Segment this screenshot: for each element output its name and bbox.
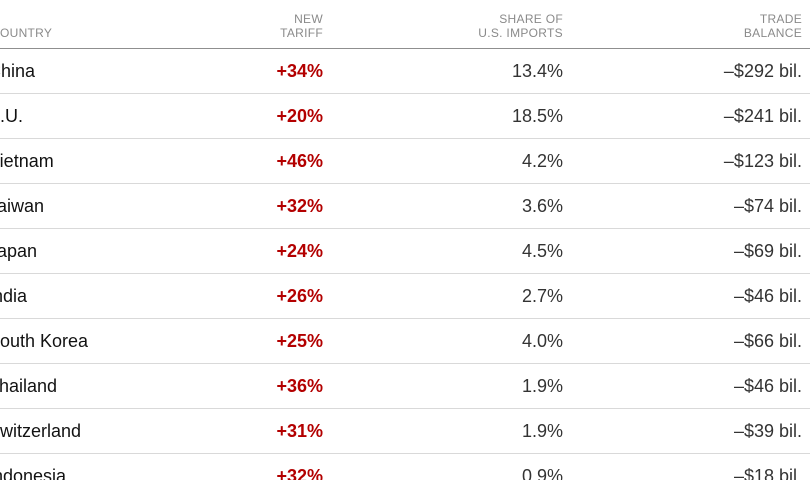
table-header: COUNTRY NEW TARIFF SHARE OF U.S. IMPORTS… <box>0 0 810 49</box>
table-row: Switzerland +31% 1.9% –$39 bil. <box>0 409 810 454</box>
share-cell: 4.0% <box>521 331 563 351</box>
country-cell: Vietnam <box>0 151 54 171</box>
header-share-of-imports: SHARE OF U.S. IMPORTS <box>478 12 563 40</box>
country-cell: China <box>0 61 36 81</box>
country-cell: Thailand <box>0 376 58 396</box>
table-row: E.U. +20% 18.5% –$241 bil. <box>0 94 810 139</box>
header-trade-balance: TRADE BALANCE <box>744 12 802 40</box>
share-cell: 4.5% <box>521 241 563 261</box>
balance-cell: –$39 bil. <box>733 421 802 441</box>
tariff-cell: +26% <box>276 286 323 306</box>
balance-cell: –$292 bil. <box>723 61 802 81</box>
tariff-cell: +34% <box>276 61 323 81</box>
country-cell: Indonesia <box>0 466 67 480</box>
table-row: India +26% 2.7% –$46 bil. <box>0 274 810 319</box>
share-cell: 13.4% <box>511 61 563 81</box>
header-share-line2: U.S. IMPORTS <box>478 26 563 40</box>
tariff-cell: +24% <box>276 241 323 261</box>
share-cell: 0.9% <box>521 466 563 480</box>
country-cell: E.U. <box>0 106 24 126</box>
tariff-cell: +25% <box>276 331 323 351</box>
balance-cell: –$18 bil. <box>733 466 802 480</box>
table-row: Taiwan +32% 3.6% –$74 bil. <box>0 184 810 229</box>
share-cell: 4.2% <box>521 151 563 171</box>
country-cell: Japan <box>0 241 38 261</box>
share-cell: 1.9% <box>521 421 563 441</box>
balance-cell: –$241 bil. <box>723 106 802 126</box>
tariff-cell: +36% <box>276 376 323 396</box>
share-cell: 3.6% <box>521 196 563 216</box>
header-share-line1: SHARE OF <box>499 12 563 26</box>
tariff-cell: +31% <box>276 421 323 441</box>
table-row: Vietnam +46% 4.2% –$123 bil. <box>0 139 810 184</box>
table-row: Thailand +36% 1.9% –$46 bil. <box>0 364 810 409</box>
tariff-cell: +46% <box>276 151 323 171</box>
balance-cell: –$123 bil. <box>723 151 802 171</box>
table-row: Indonesia +32% 0.9% –$18 bil. <box>0 454 810 480</box>
balance-cell: –$74 bil. <box>733 196 802 216</box>
balance-cell: –$46 bil. <box>733 376 802 396</box>
header-balance-line1: TRADE <box>759 12 802 26</box>
header-balance-line2: BALANCE <box>743 26 802 40</box>
table-row: Japan +24% 4.5% –$69 bil. <box>0 229 810 274</box>
tariff-cell: +32% <box>276 466 323 480</box>
tariff-cell: +20% <box>276 106 323 126</box>
country-cell: Switzerland <box>0 421 82 441</box>
header-country: COUNTRY <box>0 26 52 40</box>
country-cell: South Korea <box>0 331 89 351</box>
tariff-cell: +32% <box>276 196 323 216</box>
share-cell: 18.5% <box>511 106 563 126</box>
share-cell: 1.9% <box>521 376 563 396</box>
country-cell: India <box>0 286 28 306</box>
table-row: South Korea +25% 4.0% –$66 bil. <box>0 319 810 364</box>
balance-cell: –$69 bil. <box>733 241 802 261</box>
header-tariff-line1: NEW <box>294 12 323 26</box>
share-cell: 2.7% <box>521 286 563 306</box>
header-tariff-line2: TARIFF <box>280 26 323 40</box>
country-cell: Taiwan <box>0 196 45 216</box>
table-body: China +34% 13.4% –$292 bil. E.U. +20% 18… <box>0 49 810 480</box>
table-row: China +34% 13.4% –$292 bil. <box>0 49 810 94</box>
balance-cell: –$66 bil. <box>733 331 802 351</box>
header-new-tariff: NEW TARIFF <box>280 12 323 40</box>
balance-cell: –$46 bil. <box>733 286 802 306</box>
header-country-label: COUNTRY <box>0 26 53 40</box>
